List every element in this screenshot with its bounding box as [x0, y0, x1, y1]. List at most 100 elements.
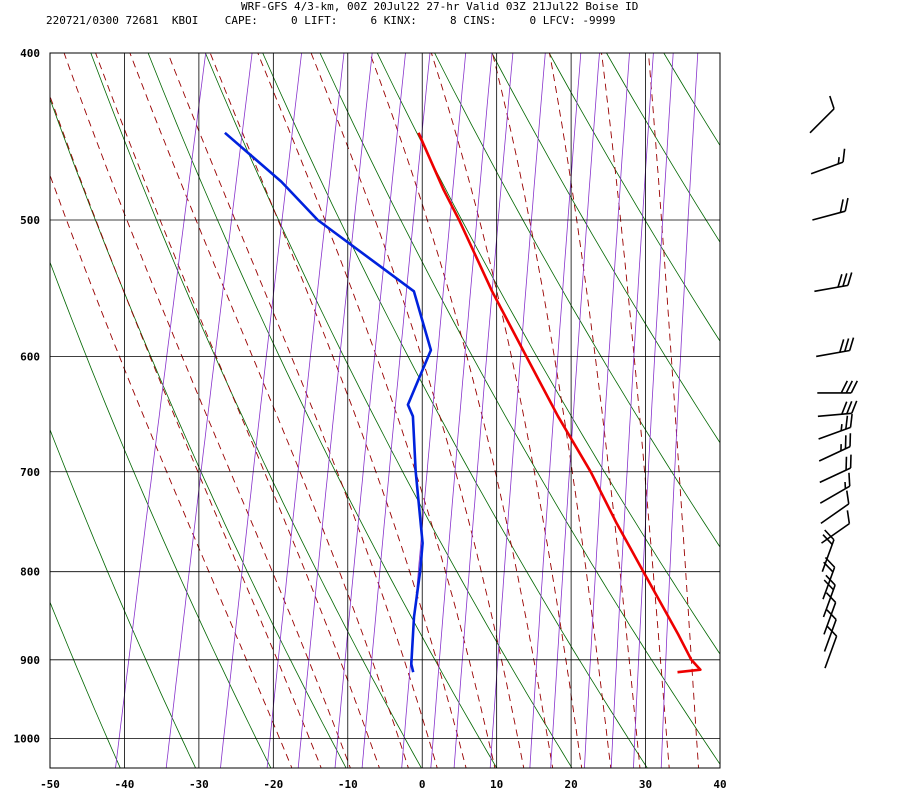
mixing-ratio-line	[430, 53, 493, 768]
dry-adiabat	[491, 53, 720, 444]
wind-barb-staff	[814, 284, 849, 293]
pressure-tick-label: 1000	[14, 733, 41, 746]
mixing-ratio-line	[660, 53, 699, 768]
temperature-tick-label: 0	[419, 778, 426, 791]
wind-barb-flag	[845, 456, 848, 471]
mixing-ratio-line	[550, 53, 600, 768]
wind-barb-flag	[847, 272, 853, 286]
wind-barb-staff	[823, 619, 837, 652]
dry-adiabat	[319, 53, 720, 765]
moist-adiabat	[648, 53, 699, 768]
wind-barb	[810, 148, 846, 175]
mixing-ratio-line	[361, 53, 431, 768]
moist-adiabat	[63, 53, 351, 768]
wind-barb-staff	[810, 161, 844, 175]
pressure-tick-label: 500	[20, 214, 40, 227]
wind-barb-flag	[839, 199, 844, 213]
dry-adiabat	[548, 53, 720, 342]
dry-adiabat	[147, 53, 498, 768]
dry-adiabat	[606, 53, 720, 243]
wind-barbs	[809, 95, 859, 669]
wind-barb	[816, 337, 855, 358]
temperature-tick-label: -50	[40, 778, 60, 791]
dry-adiabat	[90, 53, 422, 768]
moist-adiabat	[310, 53, 525, 768]
moist-adiabat	[430, 53, 583, 768]
wind-barb-half-flag	[840, 444, 842, 451]
wind-barb-flag	[845, 490, 850, 505]
wind-barb-staff	[823, 602, 837, 635]
mixing-ratio-line	[453, 53, 514, 768]
wind-barb	[819, 454, 852, 484]
wind-barb	[818, 413, 853, 440]
wind-barb	[817, 400, 858, 418]
temperature-tick-label: 10	[490, 778, 503, 791]
wind-barb	[812, 197, 849, 221]
dry-adiabat	[434, 53, 720, 548]
temperature-tick-label: -20	[263, 778, 283, 791]
dry-adiabat	[376, 53, 720, 655]
background-lines	[50, 53, 900, 768]
wind-barb-half-flag	[844, 481, 847, 489]
wind-barb-flag	[848, 337, 855, 351]
wind-barb-flag	[849, 433, 852, 447]
grid	[49, 52, 721, 768]
moist-adiabat	[601, 53, 670, 768]
wind-barb-staff	[822, 566, 836, 600]
plot-frame	[49, 52, 721, 769]
moist-adiabat	[491, 53, 612, 768]
wind-barb-flag	[824, 529, 835, 541]
dry-adiabat	[50, 601, 121, 768]
wind-barb-flag	[845, 415, 849, 430]
mixing-ratio-line	[401, 53, 467, 768]
wind-barb-staff	[809, 108, 835, 134]
mixing-ratio-line	[266, 53, 345, 768]
mixing-ratio-line	[334, 53, 406, 768]
wind-barb-flag	[850, 380, 859, 394]
wind-barb-half-flag	[837, 157, 840, 164]
temperature-tick-label: -40	[115, 778, 135, 791]
wind-barb-staff	[824, 635, 838, 669]
station-indices-line: 220721/0300 72681 KBOI CAPE: 0 LIFT: 6 K…	[46, 14, 616, 27]
wind-barb-staff	[819, 467, 851, 484]
wind-barb-flag	[848, 472, 851, 487]
wind-barb-flag	[842, 148, 846, 163]
wind-barb-flag	[839, 339, 845, 353]
wind-barb-flag	[843, 338, 850, 352]
wind-barb	[819, 472, 851, 504]
temperature-profile-line	[417, 132, 702, 674]
wind-barb-staff	[820, 503, 850, 525]
moist-adiabat	[209, 53, 467, 768]
moist-adiabat	[549, 53, 641, 768]
temperature-tick-label: -10	[338, 778, 358, 791]
mixing-ratio-line	[610, 53, 654, 768]
dry-adiabat	[836, 53, 900, 768]
pressure-tick-label: 400	[20, 47, 40, 60]
wind-barb-staff	[819, 485, 851, 504]
wind-barb-flag	[849, 454, 852, 469]
wind-barb	[809, 95, 835, 134]
wind-barb-flag	[845, 380, 854, 394]
wind-barb-staff	[812, 210, 846, 221]
wind-barb-flag	[849, 413, 853, 428]
moist-adiabat	[95, 53, 380, 768]
dry-adiabat	[205, 53, 573, 768]
mixing-ratio-line	[220, 53, 302, 768]
wind-barb	[821, 510, 851, 544]
dry-adiabat	[262, 53, 648, 768]
wind-barb	[814, 272, 853, 293]
wind-barb-flag	[842, 273, 848, 287]
mixing-ratio-line	[115, 53, 207, 768]
moist-adiabat	[129, 53, 409, 768]
wind-barb-flag	[846, 510, 851, 524]
pressure-tick-label: 900	[20, 654, 40, 667]
temperature-tick-label: 40	[713, 778, 726, 791]
moist-adiabat	[50, 95, 322, 768]
wind-barb	[820, 490, 850, 525]
pressure-tick-label: 800	[20, 566, 40, 579]
mixing-ratio-line	[529, 53, 582, 768]
moist-adiabat	[167, 53, 438, 768]
wind-barb-flag	[851, 400, 858, 414]
dry-adiabat	[50, 261, 272, 768]
